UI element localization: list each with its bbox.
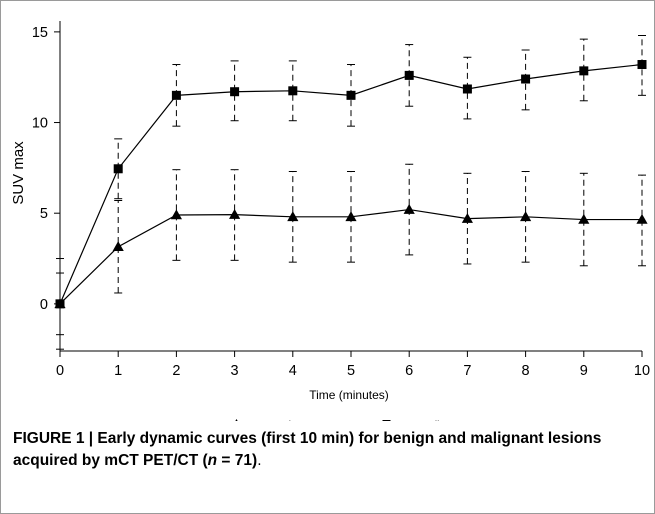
triangle-marker xyxy=(403,203,415,214)
x-tick-label: 10 xyxy=(634,363,650,379)
y-tick-label: 10 xyxy=(32,116,48,132)
legend-benign-label: Benign xyxy=(271,420,302,421)
x-tick-label: 6 xyxy=(405,363,413,379)
x-tick-label: 3 xyxy=(231,363,239,379)
x-tick-label: 2 xyxy=(172,363,180,379)
triangle-marker xyxy=(461,212,473,223)
x-tick-label: 7 xyxy=(463,363,471,379)
chart: 0 5 10 15 0 1 2 3 4 5 6 7 8 9 10 SUV max Time (minutes… xyxy=(10,21,650,421)
legend: Benign Malignant xyxy=(235,418,465,421)
square-marker xyxy=(113,164,123,174)
triangle-marker xyxy=(578,213,590,224)
square-marker xyxy=(55,299,65,309)
figure-caption: FIGURE 1 | Early dynamic curves (first 1… xyxy=(13,428,643,472)
x-tick-label: 9 xyxy=(580,363,588,379)
square-marker xyxy=(288,86,298,96)
x-tick-label: 0 xyxy=(56,363,64,379)
x-tick-label: 4 xyxy=(289,363,297,379)
y-tick-label: 15 xyxy=(32,25,48,41)
square-marker xyxy=(579,66,589,76)
x-tick-label: 8 xyxy=(522,363,530,379)
triangle-marker xyxy=(345,211,357,222)
triangle-marker xyxy=(520,211,532,222)
legend-malignant-label: Malignant xyxy=(421,420,465,421)
triangle-marker xyxy=(170,209,182,220)
x-tick-label: 1 xyxy=(114,363,122,379)
y-tick-label: 0 xyxy=(40,297,48,313)
triangle-marker xyxy=(229,208,241,219)
square-marker xyxy=(637,60,647,70)
triangle-marker xyxy=(235,418,238,421)
triangle-marker xyxy=(112,241,124,251)
caption-lead: FIGURE 1 | Early dynamic curves (first 1… xyxy=(13,430,602,469)
square-marker xyxy=(462,84,472,94)
y-axis-label: SUV max xyxy=(10,141,27,205)
triangle-marker xyxy=(287,211,299,222)
square-marker xyxy=(382,420,391,421)
triangle-marker xyxy=(636,213,648,224)
caption-n-value: = 71) xyxy=(217,452,258,469)
square-marker xyxy=(346,90,356,100)
x-tick-label: 5 xyxy=(347,363,355,379)
ticks: 0 5 10 15 0 1 2 3 4 5 6 7 8 9 10 xyxy=(32,25,650,379)
error-bars xyxy=(56,35,646,350)
square-marker xyxy=(171,90,181,100)
y-tick-label: 5 xyxy=(40,206,48,222)
x-axis-label: Time (minutes) xyxy=(309,388,389,402)
caption-end: . xyxy=(257,452,262,469)
caption-n-symbol: n xyxy=(207,452,218,469)
markers xyxy=(54,60,648,309)
square-marker xyxy=(521,74,531,84)
square-marker xyxy=(230,87,240,97)
square-marker xyxy=(404,70,414,80)
